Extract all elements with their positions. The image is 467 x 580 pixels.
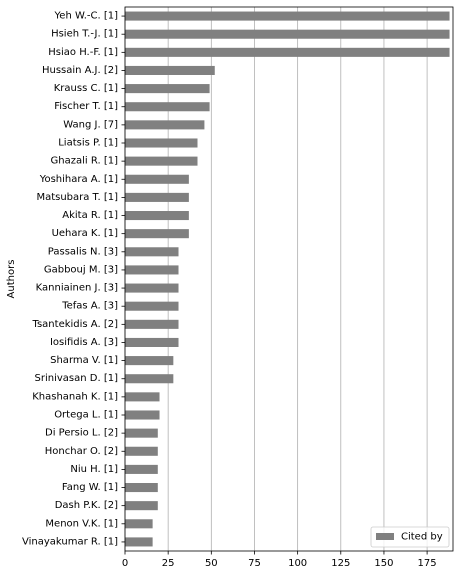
bar-7 [125,138,198,148]
bar-8 [125,156,198,166]
bar-10 [125,192,189,202]
bar-16 [125,301,179,311]
bar-4 [125,84,210,94]
y-tick-label-24: Honchar O. [2] [45,446,118,457]
bar-21 [125,392,160,402]
bar-13 [125,247,179,257]
bar-18 [125,337,179,347]
x-tick-label-6: 150 [374,558,393,569]
y-tick-label-20: Srinivasan D. [1] [35,373,119,384]
bar-11 [125,211,189,221]
y-tick-label-23: Di Persio L. [2] [45,428,118,439]
legend-swatch [376,533,394,540]
bar-2 [125,47,450,57]
bar-17 [125,319,179,329]
y-tick-label-19: Sharma V. [1] [50,355,118,366]
legend-box [370,526,450,548]
y-tick-label-4: Krauss C. [1] [54,83,118,94]
y-tick-label-27: Dash P.K. [2] [55,500,118,511]
bar-20 [125,374,174,384]
y-tick-label-0: Yeh W.-C. [1] [54,11,119,22]
bar-15 [125,283,179,293]
x-tick-label-3: 75 [248,558,261,569]
y-tick-label-11: Akita R. [1] [62,210,118,221]
y-tick-label-26: Fang W. [1] [62,482,118,493]
y-tick-label-22: Ortega L. [1] [54,410,118,421]
x-tick-label-4: 100 [288,558,307,569]
bar-12 [125,229,189,239]
bar-19 [125,356,174,366]
bar-23 [125,428,158,438]
y-tick-label-12: Uehara K. [1] [52,228,119,239]
y-tick-label-29: Vinayakumar R. [1] [22,536,118,547]
x-tick-label-7: 175 [418,558,437,569]
x-tick-label-5: 125 [331,558,350,569]
y-tick-label-3: Hussain A.J. [2] [42,65,118,76]
y-tick-label-28: Menon V.K. [1] [45,518,118,529]
bar-27 [125,501,158,511]
bar-5 [125,102,210,112]
x-tick-label-0: 0 [122,558,128,569]
x-tick-label-1: 25 [162,558,175,569]
y-tick-label-5: Fischer T. [1] [54,101,118,112]
legend-label: Cited by [401,532,443,543]
y-tick-label-13: Passalis N. [3] [48,246,118,257]
bar-28 [125,519,153,529]
y-tick-label-6: Wang J. [7] [63,119,118,130]
bar-25 [125,464,158,474]
y-tick-label-10: Matsubara T. [1] [36,192,118,203]
bar-24 [125,446,158,456]
bar-6 [125,120,205,130]
bar-22 [125,410,160,420]
bar-3 [125,65,215,75]
y-tick-label-15: Kanniainen J. [3] [36,283,118,294]
plot-frame [124,6,454,552]
y-tick-label-25: Niu H. [1] [70,464,118,475]
y-tick-label-16: Tefas A. [3] [61,301,118,312]
y-tick-label-18: Iosifidis A. [3] [50,337,118,348]
x-tick-label-2: 50 [205,558,218,569]
bar-9 [125,174,189,184]
bar-1 [125,29,450,39]
y-tick-label-9: Yoshihara A. [1] [39,174,118,185]
bar-14 [125,265,179,275]
y-tick-label-2: Hsiao H.-F. [1] [48,47,118,58]
y-tick-label-17: Tsantekidis A. [2] [32,319,119,330]
y-tick-label-14: Gabbouj M. [3] [44,264,118,275]
bar-29 [125,537,153,547]
y-tick-label-8: Ghazali R. [1] [51,156,119,167]
bar-0 [125,11,450,21]
y-tick-label-21: Khashanah K. [1] [32,391,118,402]
y-tick-label-7: Liatsis P. [1] [58,138,118,149]
y-tick-label-1: Hsieh T.-J. [1] [51,29,118,40]
bar-26 [125,483,158,493]
y-axis-title: Authors [6,260,17,299]
